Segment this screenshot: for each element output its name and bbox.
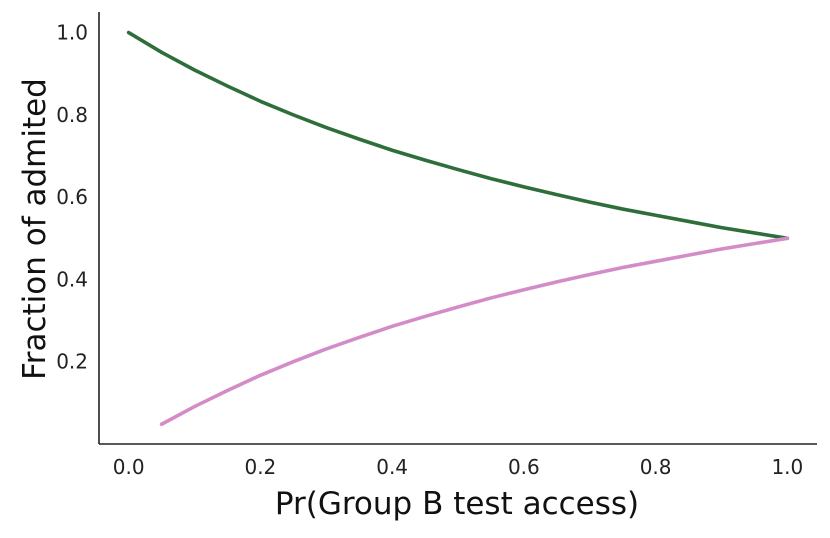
series-layer — [126, 30, 790, 427]
y-tick-label: 0.2 — [56, 350, 88, 374]
ticks: 0.0 0.2 0.4 0.6 0.8 1.0 0.2 0.4 0.6 0.8 1.0 — [56, 21, 803, 479]
x-tick-label: 0.2 — [244, 455, 276, 479]
x-tick-label: 1.0 — [771, 455, 803, 479]
x-tick-label: 0.8 — [640, 455, 672, 479]
x-tick-label: 0.0 — [113, 455, 145, 479]
axes — [98, 12, 817, 445]
series-line-1 — [126, 30, 790, 241]
y-tick-label: 1.0 — [56, 21, 88, 45]
y-tick-label: 0.4 — [56, 267, 88, 291]
x-tick-label: 0.4 — [376, 455, 408, 479]
x-tick-label: 0.6 — [508, 455, 540, 479]
series-line-2 — [159, 236, 790, 427]
y-axis-title: Fraction of admited — [17, 78, 53, 380]
y-tick-label: 0.8 — [56, 103, 88, 127]
y-tick-label: 0.6 — [56, 185, 88, 209]
x-axis-title: Pr(Group B test access) — [275, 486, 639, 522]
